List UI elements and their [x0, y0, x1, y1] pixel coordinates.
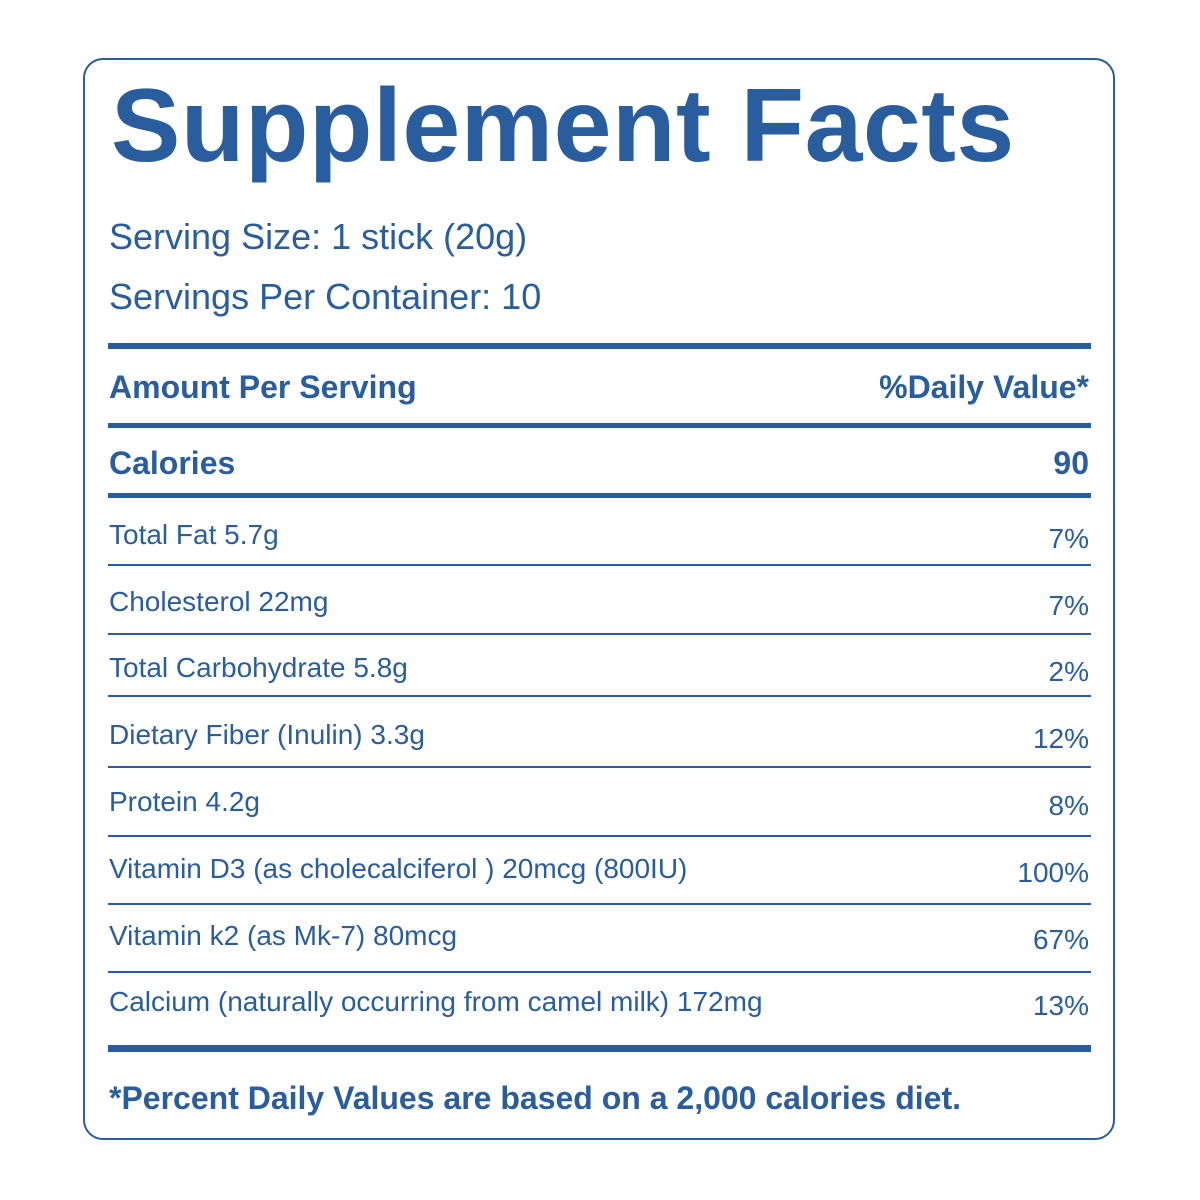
- daily-value-label: %Daily Value*: [879, 369, 1089, 405]
- nutrient-name: Vitamin D3 (as cholecalciferol ) 20mcg (…: [109, 853, 688, 884]
- nutrient-row: Vitamin k2 (as Mk-7) 80mcg 67%: [109, 919, 1089, 955]
- row-divider: [108, 835, 1091, 837]
- amount-header-row: Amount Per Serving %Daily Value*: [109, 367, 1089, 407]
- row-divider: [108, 695, 1091, 697]
- nutrient-dv: 13%: [1032, 990, 1089, 1021]
- row-divider: [108, 971, 1091, 973]
- nutrient-name: Calcium (naturally occurring from camel …: [109, 986, 763, 1017]
- calories-label: Calories: [109, 445, 236, 481]
- nutrient-name: Total Fat 5.7g: [109, 519, 279, 550]
- serving-size: Serving Size: 1 stick (20g): [109, 216, 528, 257]
- row-divider: [108, 564, 1091, 566]
- amount-per-serving-label: Amount Per Serving: [109, 369, 417, 405]
- nutrient-dv: 100%: [1017, 857, 1089, 888]
- row-divider: [108, 903, 1091, 905]
- nutrient-dv: 7%: [1048, 523, 1089, 554]
- footnote: *Percent Daily Values are based on a 2,0…: [109, 1080, 961, 1116]
- label-title: Supplement Facts: [111, 68, 1015, 184]
- nutrient-row: Dietary Fiber (Inulin) 3.3g 12%: [109, 718, 1089, 754]
- nutrient-row: Calcium (naturally occurring from camel …: [109, 985, 1089, 1021]
- servings-per-container: Servings Per Container: 10: [109, 276, 542, 317]
- thick-divider-top: [108, 343, 1091, 349]
- row-divider: [108, 766, 1091, 768]
- calories-value: 90: [1053, 445, 1089, 481]
- supplement-facts-panel: [83, 58, 1115, 1140]
- nutrient-row: Cholesterol 22mg 7%: [109, 585, 1089, 621]
- divider-header: [108, 423, 1091, 428]
- nutrient-dv: 2%: [1048, 656, 1089, 687]
- nutrient-dv: 8%: [1048, 790, 1089, 821]
- nutrient-dv: 67%: [1032, 924, 1089, 955]
- nutrient-name: Dietary Fiber (Inulin) 3.3g: [109, 719, 425, 750]
- nutrient-dv: 7%: [1048, 590, 1089, 621]
- nutrient-name: Vitamin k2 (as Mk-7) 80mcg: [109, 920, 458, 951]
- calories-row: Calories 90: [109, 443, 1089, 483]
- nutrient-row: Total Fat 5.7g 7%: [109, 518, 1089, 554]
- nutrient-row: Protein 4.2g 8%: [109, 785, 1089, 821]
- nutrient-name: Protein 4.2g: [109, 786, 260, 817]
- nutrient-name: Total Carbohydrate 5.8g: [109, 652, 408, 683]
- nutrient-name: Cholesterol 22mg: [109, 586, 329, 617]
- divider-calories: [108, 493, 1091, 498]
- row-divider: [108, 633, 1091, 635]
- nutrient-row: Vitamin D3 (as cholecalciferol ) 20mcg (…: [109, 852, 1089, 888]
- thick-divider-bottom: [108, 1045, 1091, 1052]
- nutrient-dv: 12%: [1032, 723, 1089, 754]
- nutrient-row: Total Carbohydrate 5.8g 2%: [109, 651, 1089, 687]
